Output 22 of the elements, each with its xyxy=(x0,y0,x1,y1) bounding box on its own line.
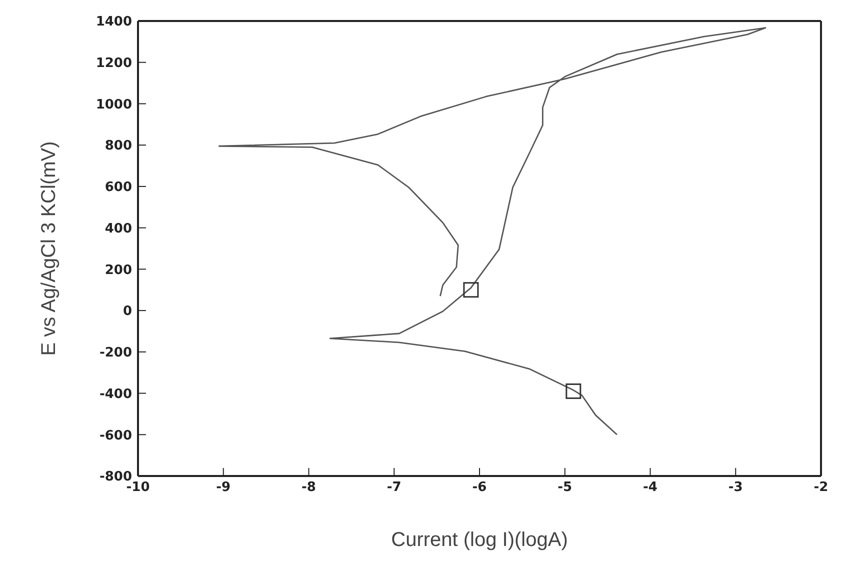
x-tick-label: -4 xyxy=(643,480,658,496)
x-tick-label: -6 xyxy=(472,480,487,496)
x-tick-label: -7 xyxy=(386,480,402,496)
x-tick-label: -2 xyxy=(814,480,828,496)
y-tick-label: -200 xyxy=(99,346,132,361)
y-tick-label: -400 xyxy=(99,386,132,402)
x-axis-title: Current (log I)(logA) xyxy=(391,529,568,551)
y-tick-label: 1200 xyxy=(96,56,132,71)
y-tick-label: 200 xyxy=(104,262,132,278)
y-tick-label: -600 xyxy=(99,428,132,444)
x-tick-label: -3 xyxy=(728,480,743,496)
y-tick-label: 0 xyxy=(122,304,132,320)
x-tick-label: -5 xyxy=(558,480,572,496)
y-axis-title: E vs Ag/AgCl 3 KCl(mV) xyxy=(38,141,60,356)
x-tick-label: -9 xyxy=(216,480,231,496)
y-tick-label: 400 xyxy=(104,221,132,236)
y-tick-label: 1400 xyxy=(96,14,132,30)
x-tick-label: -8 xyxy=(302,480,316,496)
y-tick-label: 600 xyxy=(104,180,132,196)
y-tick-label: 800 xyxy=(104,138,132,154)
y-tick-label: 1000 xyxy=(96,97,132,112)
line-series xyxy=(218,27,766,436)
